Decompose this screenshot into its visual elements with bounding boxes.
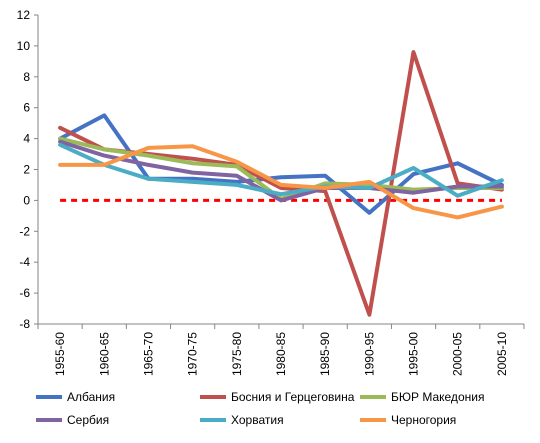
axes-layer: -8 -6 -4 -2 0 2 4 6 8 10 12 1955-60 1960-65 1965-70 19… xyxy=(17,8,525,376)
y-tick-label: 12 xyxy=(17,8,31,22)
y-tick-label: -2 xyxy=(19,224,30,238)
y-tick-label: -6 xyxy=(19,286,30,300)
legend-label-4: Сербия xyxy=(67,413,109,427)
series-line-1 xyxy=(58,113,504,215)
x-tick-label: 1965-70 xyxy=(141,332,155,376)
legend-label-2: Босния и Герцеговина xyxy=(231,390,355,404)
y-tick-label: 4 xyxy=(23,132,30,146)
y-tick-label: -4 xyxy=(19,255,30,269)
x-tick-label: 2005-10 xyxy=(495,332,509,376)
y-tick-label: 6 xyxy=(23,101,30,115)
y-tick-label: 8 xyxy=(23,70,30,84)
legend-label-1: Албания xyxy=(67,390,115,404)
x-tick-label: 1960-65 xyxy=(97,332,111,376)
y-tick-label: 0 xyxy=(23,193,30,207)
x-tick-label: 1970-75 xyxy=(186,332,200,376)
x-tick-label: 1995-00 xyxy=(407,332,421,376)
x-tick-label: 1990-95 xyxy=(362,332,376,376)
x-tick-label: 1955-60 xyxy=(53,332,67,376)
x-tick-label: 1975-80 xyxy=(230,332,244,376)
y-tick-label: 10 xyxy=(17,39,31,53)
legend-label-5: Хорватия xyxy=(231,413,284,427)
x-tick-label: 1980-85 xyxy=(274,332,288,376)
series-line-5 xyxy=(58,142,504,198)
legend-label-3: БЮР Македония xyxy=(391,390,484,404)
series-layer xyxy=(58,50,504,317)
x-tick-label: 2000-05 xyxy=(451,332,465,376)
y-tick-label: 2 xyxy=(23,163,30,177)
y-tick-label: -8 xyxy=(19,317,30,331)
series-line-6 xyxy=(58,144,504,220)
legend-label-6: Черногория xyxy=(391,413,456,427)
series-line-4 xyxy=(58,139,504,203)
legend: Албания Босния и Герцеговина БЮР Македония… xyxy=(36,390,484,427)
x-tick-label: 1985-90 xyxy=(318,332,332,376)
